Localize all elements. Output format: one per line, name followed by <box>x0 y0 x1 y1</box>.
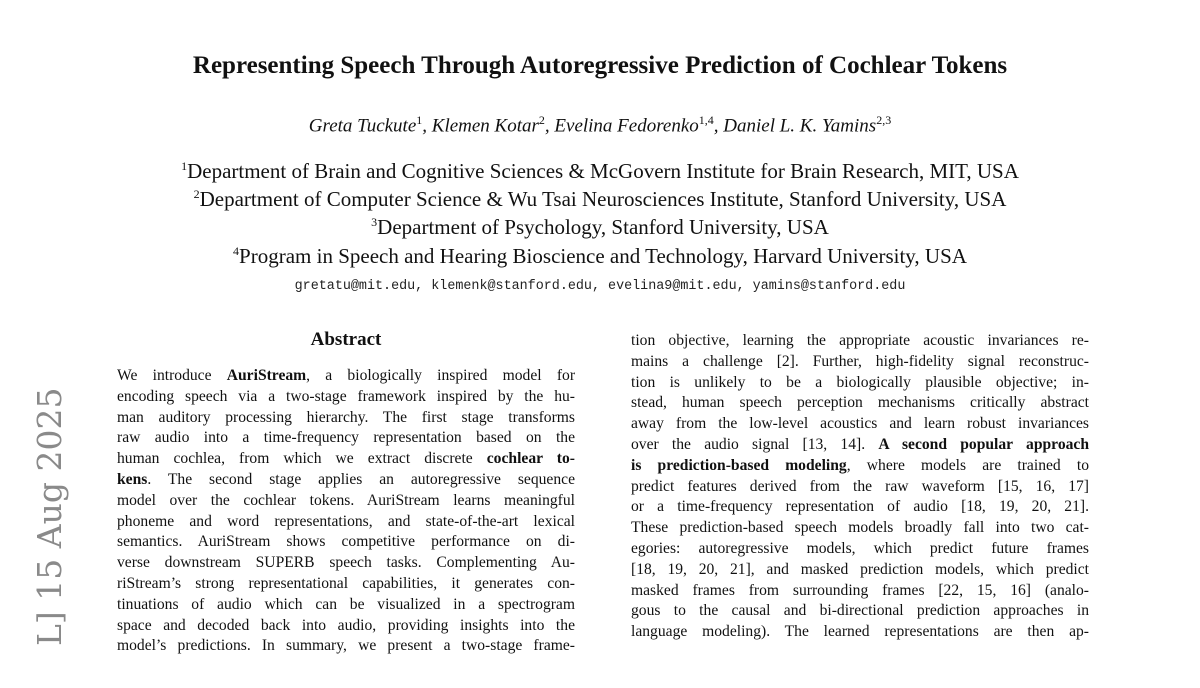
text-span: , where models are trained to <box>846 456 1089 474</box>
author-affiliation-mark: 2 <box>538 113 545 127</box>
bold-text: cochlear to- <box>486 450 575 468</box>
text-line: masked frames from surrounding frames [2… <box>631 581 1089 602</box>
text-span: egories: autoregressive models, which pr… <box>631 539 1089 557</box>
text-span: stead, human speech perception mechanism… <box>631 394 1089 412</box>
bold-text: is prediction-based modeling <box>631 456 847 474</box>
affiliation-text: Program in Speech and Hearing Bioscience… <box>239 244 967 268</box>
text-line: away from the low-level acoustics and le… <box>631 414 1089 435</box>
text-span: or a time-frequency representation of au… <box>631 498 1089 516</box>
affiliation-mark: 1 <box>181 159 188 173</box>
text-span: over the audio signal [13, 14]. <box>631 435 879 453</box>
author-emails: gretatu@mit.edu, klemenk@stanford.edu, e… <box>294 279 906 294</box>
text-span: raw audio into a time-frequency represen… <box>117 429 575 447</box>
text-span: predict features derived from the raw wa… <box>631 477 1089 495</box>
affiliation: 4Program in Speech and Hearing Bioscienc… <box>0 244 1200 269</box>
text-line: human cochlea, from which we extract dis… <box>117 449 575 470</box>
text-line: model’s predictions. In summary, we pres… <box>117 636 575 657</box>
text-span: tion objective, learning the appropriate… <box>631 332 1089 349</box>
introduction-body-column: tion objective, learning the appropriate… <box>631 331 1089 643</box>
text-span: man auditory processing hierarchy. The f… <box>117 408 575 426</box>
affiliation: 1Department of Brain and Cognitive Scien… <box>0 159 1200 184</box>
text-span: away from the low-level acoustics and le… <box>631 415 1089 433</box>
text-line: phoneme and word representations, and st… <box>117 512 575 533</box>
text-line: man auditory processing hierarchy. The f… <box>117 408 575 429</box>
text-span: , a biologically inspired model for <box>306 367 575 384</box>
text-span: language modeling). The learned represen… <box>631 623 1089 641</box>
text-span: semantics. AuriStream shows competitive … <box>117 533 575 551</box>
text-line: kens. The second stage applies an autore… <box>117 470 575 491</box>
abstract-body: We introduce AuriStream, a biologically … <box>117 366 575 657</box>
affiliation-text: Department of Brain and Cognitive Scienc… <box>187 159 1019 183</box>
text-line: stead, human speech perception mechanism… <box>631 393 1089 414</box>
author: Daniel L. K. Yamins <box>723 115 877 137</box>
text-span: These prediction-based speech models bro… <box>631 519 1089 537</box>
arxiv-stamp: L] 15 Aug 2025 <box>30 388 69 647</box>
text-span: . The second stage applies an autoregres… <box>147 470 575 488</box>
text-span: space and decoded back into audio, provi… <box>117 616 575 634</box>
author-affiliation-mark: 2,3 <box>876 113 892 127</box>
text-line: These prediction-based speech models bro… <box>631 518 1089 539</box>
text-line: egories: autoregressive models, which pr… <box>631 539 1089 560</box>
text-line: language modeling). The learned represen… <box>631 622 1089 643</box>
text-line: tinuations of audio which can be visuali… <box>117 595 575 616</box>
text-span: [18, 19, 20, 21], and masked prediction … <box>631 560 1089 578</box>
author-affiliation-mark: 1 <box>416 113 423 127</box>
text-span: masked frames from surrounding frames [2… <box>631 581 1089 599</box>
text-span: mains a challenge [2]. Further, high-fid… <box>631 352 1089 370</box>
text-span: model’s predictions. In summary, we pres… <box>117 637 575 655</box>
text-line: mains a challenge [2]. Further, high-fid… <box>631 352 1089 373</box>
text-span: tinuations of audio which can be visuali… <box>117 595 575 613</box>
text-line: raw audio into a time-frequency represen… <box>117 428 575 449</box>
text-span: human cochlea, from which we extract dis… <box>117 450 487 468</box>
text-line: tion objective, learning the appropriate… <box>631 331 1089 352</box>
text-span: encoding speech via a two-stage framewor… <box>117 387 575 405</box>
text-span: gous to the causal and bi-directional pr… <box>631 602 1089 620</box>
bold-text: AuriStream <box>226 367 307 384</box>
text-line: or a time-frequency representation of au… <box>631 497 1089 518</box>
text-line: gous to the causal and bi-directional pr… <box>631 601 1089 622</box>
text-line: verse downstream SUPERB speech tasks. Co… <box>117 553 575 574</box>
text-span: We introduce <box>117 367 227 384</box>
affiliation-text: Department of Psychology, Stanford Unive… <box>377 215 829 239</box>
text-line: riStream’s strong representational capab… <box>117 574 575 595</box>
text-span: verse downstream SUPERB speech tasks. Co… <box>117 554 575 572</box>
text-line: over the audio signal [13, 14]. A second… <box>631 435 1089 456</box>
text-line: model over the cochlear tokens. AuriStre… <box>117 491 575 512</box>
author-list: Greta Tuckute1, Klemen Kotar2, Evelina F… <box>308 113 892 137</box>
bold-text: kens <box>117 470 148 488</box>
author: Klemen Kotar <box>431 115 539 137</box>
text-line: [18, 19, 20, 21], and masked prediction … <box>631 560 1089 581</box>
affiliation: 3Department of Psychology, Stanford Univ… <box>0 215 1200 240</box>
author-affiliation-mark: 1,4 <box>698 113 714 127</box>
affiliation-mark: 3 <box>371 215 378 229</box>
abstract-heading: Abstract <box>310 329 382 350</box>
text-span: tion is unlikely to be a biologically pl… <box>631 373 1089 391</box>
affiliation-mark: 2 <box>193 187 200 201</box>
text-line: is prediction-based modeling, where mode… <box>631 456 1089 477</box>
text-span: model over the cochlear tokens. AuriStre… <box>117 491 575 509</box>
text-span: riStream’s strong representational capab… <box>117 574 575 592</box>
affiliation-text: Department of Computer Science & Wu Tsai… <box>199 187 1007 211</box>
affiliation: 2Department of Computer Science & Wu Tsa… <box>0 187 1200 212</box>
affiliation-mark: 4 <box>233 244 240 258</box>
text-line: We introduce AuriStream, a biologically … <box>117 366 575 387</box>
author: Evelina Fedorenko <box>554 115 699 137</box>
text-line: tion is unlikely to be a biologically pl… <box>631 373 1089 394</box>
text-line: encoding speech via a two-stage framewor… <box>117 387 575 408</box>
text-line: predict features derived from the raw wa… <box>631 477 1089 498</box>
text-span: phoneme and word representations, and st… <box>117 512 575 530</box>
text-line: semantics. AuriStream shows competitive … <box>117 532 575 553</box>
author: Greta Tuckute <box>308 115 417 137</box>
paper-title: Representing Speech Through Autoregressi… <box>192 52 1008 79</box>
bold-text: A second popular approach <box>878 435 1089 453</box>
text-line: space and decoded back into audio, provi… <box>117 616 575 637</box>
